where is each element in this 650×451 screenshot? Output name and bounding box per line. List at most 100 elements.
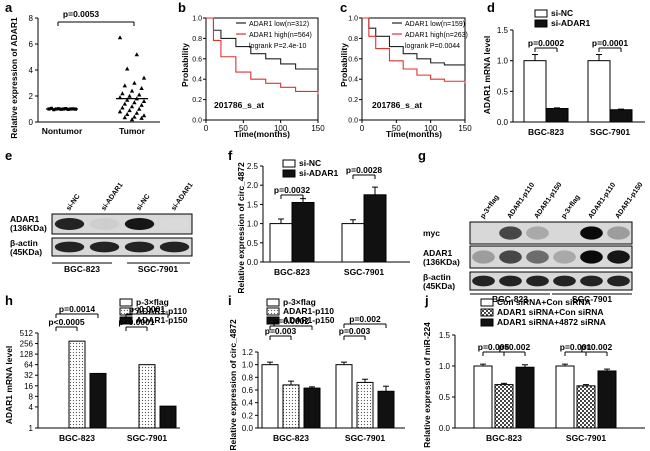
panel-b-legend-label: ADAR1 low(n=312) (249, 21, 309, 28)
panel-b-xlabel: Time(months) (234, 129, 290, 139)
panel-e-band (159, 218, 190, 230)
panel-a-point-tumor (125, 97, 130, 102)
panel-c-ytick-label: 0.2 (348, 97, 358, 104)
panel-j-ylabel: Relative expression of miR-224 (422, 322, 432, 448)
panel-j-bar (597, 370, 617, 429)
panel-h-legend-label: ADAR1-p110 (136, 306, 187, 316)
panel-e-row2-line1: β-actin (10, 238, 38, 248)
panel-f-ylabel: Relative expression of circ_4872 (236, 162, 246, 294)
panel-h-bar (68, 340, 86, 429)
panel-e-row1-line2: (136KDa) (10, 223, 47, 233)
panel-c-ytick-label: 0.6 (348, 56, 358, 63)
panel-a-ytick-label: 2 (29, 92, 34, 101)
panel-a-point-tumor (134, 110, 139, 115)
panel-g-band (526, 226, 549, 240)
panel-h-ytick-label: 8 (29, 392, 34, 401)
panel-e-band (124, 241, 155, 253)
panel-f-ytick-label: 2.5 (247, 162, 259, 171)
panel-j-legend-label: ADAR1 siRNA+4872 siRNA (497, 317, 606, 327)
panel-i-ytick-label: 0.4 (242, 399, 254, 408)
panel-d-xtick-label: BGC-823 (528, 127, 564, 137)
panel-h-pvalue: p<0.0001 (129, 304, 165, 314)
panel-b: Probability Time(months) 201786_s_at (180, 43, 290, 139)
panel-a-ytick-label: 6 (29, 40, 34, 49)
panel-j-ytick-label: 1.0 (439, 362, 451, 371)
panel-h-xtick-label: BGC-823 (59, 433, 95, 443)
panel-h-legend-label: p-3×flag (136, 297, 169, 307)
panel-d-bar (609, 109, 633, 123)
panel-d-bar (587, 60, 611, 123)
panel-j-bar (473, 365, 493, 429)
panel-f-legend-swatch (282, 159, 296, 168)
panel-b-probe: 201786_s_at (214, 100, 264, 110)
panel-d-ytick-label: 1.5 (497, 26, 509, 35)
panel-h-pvalue: p<0.0001 (118, 317, 154, 327)
panel-g-band (580, 275, 603, 287)
panel-a-point-nontumor (49, 106, 53, 110)
panel-j-ytick-label: 0.5 (439, 393, 451, 402)
panel-g-band (553, 275, 576, 287)
panel-i-legend-swatch (266, 307, 280, 316)
panel-f-bar (363, 194, 387, 263)
panel-c-legend-label: ADAR1 high(n=263) (405, 32, 468, 39)
panel-c-letter: c (340, 0, 347, 15)
panel-h-ytick-label: 64 (24, 361, 33, 370)
panel-a-point-tumor (141, 99, 147, 103)
panel-b-curve (206, 17, 319, 72)
panel-g-band (607, 275, 630, 287)
panel-d-bar (545, 108, 569, 123)
panel-i-xtick-label: BGC-823 (273, 433, 309, 443)
panel-d-pvalue: p=0.0002 (528, 38, 564, 48)
panel-a: Relative expression of ADAR1 p=0.0053 (9, 9, 135, 139)
panel-c-ytick-label: 1.0 (348, 16, 358, 23)
panel-d-legend-swatch (534, 19, 548, 28)
panel-e-group-sgc7901: SGC-7901 (138, 264, 178, 274)
panel-i-legend-label: ADAR1-p110 (283, 306, 334, 316)
panel-j-ytick-label: 0.0 (439, 424, 451, 433)
panel-f-letter: f (228, 148, 233, 163)
panel-j-pvalue: p=0.002 (499, 342, 531, 352)
panel-i-legend-label: p-3×flag (283, 297, 316, 307)
panel-d-xtick-label: SGC-7901 (590, 127, 630, 137)
panel-h-pvalue: p<0.0005 (48, 317, 84, 327)
panel-f-ytick-label: 1.5 (247, 200, 259, 209)
panel-h-ytick-label: 128 (20, 350, 34, 359)
panel-c-plot-frame (361, 17, 466, 121)
panel-e-lane-label: si-NC (65, 193, 81, 212)
panel-h-letter: h (5, 293, 13, 308)
panel-g-row1-line1: myc (423, 228, 440, 238)
panel-g-band (526, 275, 549, 287)
panel-i-bar (356, 381, 374, 429)
panel-j-legend-swatch (480, 308, 494, 317)
panel-d-pvalue: p=0.0001 (592, 38, 628, 48)
panel-i-ytick-label: 0.8 (242, 373, 254, 382)
panel-d: ADAR1 mRNA level (482, 36, 492, 115)
panel-c-ytick-label: 0.8 (348, 36, 358, 43)
panel-e-band (159, 241, 190, 253)
panel-f-bar (291, 201, 315, 263)
panel-a-point-tumor (129, 88, 135, 93)
panel-f-pvalue: p=0.0028 (346, 165, 382, 175)
panel-i-bar (261, 364, 279, 429)
panel-f-bar (269, 223, 293, 263)
panel-b-xtick-label: 0 (204, 124, 209, 133)
panel-a-letter: a (5, 0, 13, 15)
panel-b-xtick-label: 100 (274, 124, 288, 133)
panel-b-curve (206, 17, 319, 95)
panel-i-bar (303, 387, 321, 429)
panel-a-point-tumor (122, 101, 127, 106)
panel-j-bar (515, 366, 535, 429)
panel-e-lane-label: si-NC (135, 193, 151, 212)
panel-a-point-tumor (139, 86, 144, 90)
panel-g-letter: g (418, 148, 426, 163)
panel-e-blot-strip (51, 237, 193, 257)
panel-a-point-tumor (122, 83, 127, 88)
panel-i-pvalue: p=0.003 (339, 326, 371, 336)
panel-f-xtick-label: BGC-823 (274, 267, 310, 277)
panel-c-probe: 201786_s_at (372, 100, 422, 110)
panel-f-legend-label: si-ADAR1 (299, 168, 338, 178)
panel-j-legend-label: ADAR1 siRNA+Con siRNA (497, 307, 604, 317)
panel-i-bar (377, 390, 395, 429)
panel-a-ylabel: Relative expression of ADAR1 (9, 17, 19, 139)
